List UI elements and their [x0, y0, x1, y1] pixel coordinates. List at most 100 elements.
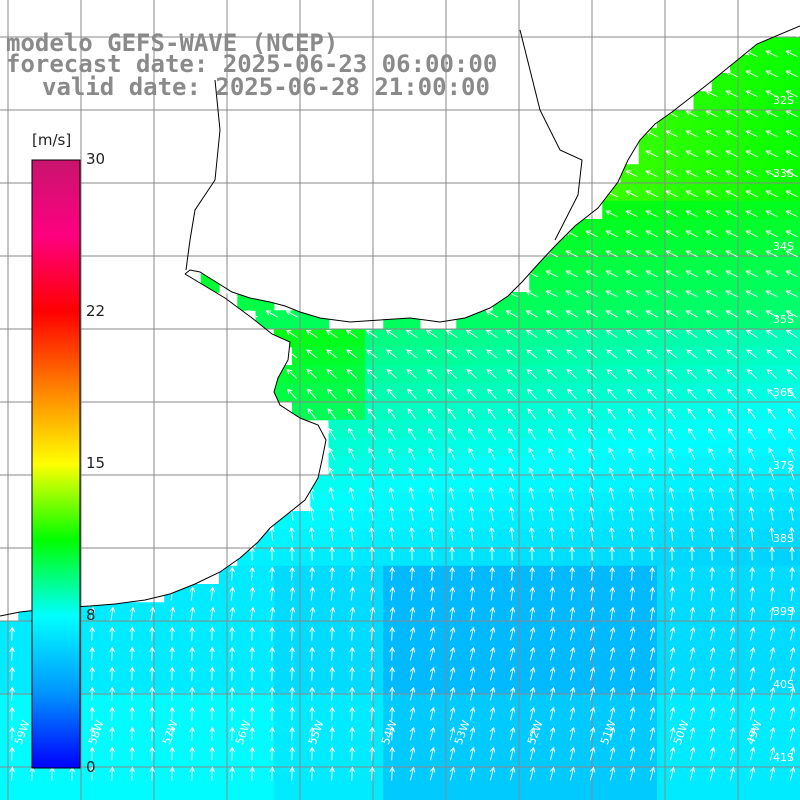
wind-arrow	[388, 506, 395, 521]
wind-arrow	[728, 486, 735, 501]
wind-arrow	[609, 626, 616, 641]
wind-speed-cell	[547, 438, 567, 457]
wind-speed-cell	[456, 711, 476, 731]
wind-speed-cell	[638, 273, 658, 293]
wind-arrow	[269, 626, 275, 641]
wind-arrow	[566, 368, 578, 379]
wind-speed-cell	[730, 73, 749, 92]
wind-arrow	[309, 606, 316, 621]
wind-speed-cell	[748, 127, 768, 147]
wind-speed-cell	[748, 219, 768, 238]
wind-arrow	[425, 329, 438, 338]
wind-speed-cell	[693, 657, 713, 676]
wind-speed-cell	[602, 365, 622, 384]
wind-speed-cell	[620, 328, 640, 348]
wind-arrow	[505, 310, 518, 318]
wind-speed-cell	[547, 255, 567, 275]
wind-arrow	[309, 726, 315, 741]
wind-speed-cell	[219, 620, 238, 640]
wind-arrow	[589, 666, 596, 681]
wind-arrow	[489, 586, 496, 601]
wind-arrow	[705, 150, 719, 158]
wind-arrow	[625, 290, 639, 298]
wind-speed-cell	[657, 292, 676, 311]
wind-speed-cell	[748, 547, 768, 567]
wind-speed-cell	[529, 675, 549, 695]
wind-arrow	[189, 626, 195, 641]
wind-speed-cell	[584, 565, 603, 585]
wind-arrow	[749, 586, 756, 601]
wind-arrow	[769, 706, 776, 721]
wind-arrow	[788, 447, 796, 461]
wind-arrow	[728, 427, 736, 440]
wind-arrow	[748, 427, 756, 440]
wind-arrow	[286, 388, 297, 400]
wind-arrow	[685, 130, 699, 138]
wind-speed-cell	[657, 219, 676, 238]
wind-arrow	[729, 746, 736, 761]
wind-arrow	[289, 626, 295, 641]
wind-speed-cell	[529, 711, 549, 731]
wind-arrow	[488, 526, 495, 541]
wind-speed-cell	[675, 109, 695, 129]
wind-arrow	[649, 766, 656, 781]
wind-speed-cell	[164, 693, 184, 713]
wind-speed-cell	[584, 292, 603, 311]
wind-arrow	[789, 766, 796, 781]
wind-arrow	[389, 626, 395, 641]
wind-arrow	[569, 686, 576, 701]
wind-speed-cell	[693, 711, 713, 731]
wind-speed-cell	[237, 620, 257, 640]
wind-arrow	[489, 666, 496, 681]
wind-arrow	[609, 766, 616, 781]
wind-speed-cell	[346, 748, 366, 768]
wind-speed-cell	[584, 602, 603, 622]
wind-speed-cell	[292, 584, 311, 603]
wind-speed-cell	[292, 766, 311, 786]
wind-arrow	[569, 626, 576, 641]
wind-arrow	[605, 270, 619, 278]
wind-arrow	[545, 310, 558, 318]
wind-arrow	[709, 766, 716, 781]
wind-speed-cell	[748, 438, 768, 457]
wind-speed-cell	[511, 565, 530, 585]
wind-arrow	[529, 626, 536, 641]
wind-arrow	[685, 210, 699, 218]
wind-arrow	[649, 586, 656, 601]
wind-arrow	[725, 190, 739, 198]
wind-arrow	[129, 606, 136, 621]
wind-speed-cell	[730, 255, 749, 275]
wind-arrow	[729, 766, 736, 781]
wind-speed-cell	[200, 657, 220, 676]
wind-speed-cell	[310, 693, 330, 713]
wind-speed-cell	[456, 638, 476, 658]
wind-speed-cell	[219, 711, 238, 731]
wind-arrow	[9, 626, 15, 641]
wind-speed-cell	[657, 310, 676, 330]
wind-arrow	[529, 566, 535, 581]
wind-speed-cell	[0, 675, 19, 695]
wind-speed-cell	[602, 200, 622, 220]
wind-speed-cell	[766, 657, 786, 676]
wind-arrow	[665, 270, 679, 278]
wind-arrow	[688, 447, 696, 461]
wind-speed-cell	[438, 438, 457, 457]
wind-speed-cell	[784, 620, 800, 640]
wind-speed-cell	[675, 693, 695, 713]
wind-speed-cell	[292, 784, 311, 800]
wind-speed-cell	[638, 511, 658, 530]
wind-speed-cell	[693, 730, 713, 749]
wind-arrow	[665, 150, 679, 158]
wind-speed-cell	[292, 346, 311, 366]
wind-arrow	[508, 467, 515, 481]
wind-arrow	[466, 349, 478, 359]
wind-arrow	[606, 349, 618, 359]
wind-arrow	[89, 626, 95, 641]
wind-speed-cell	[547, 529, 567, 549]
wind-speed-cell	[492, 401, 512, 421]
wind-speed-cell	[492, 620, 512, 640]
wind-arrow	[489, 726, 496, 741]
wind-arrow	[366, 368, 378, 379]
wind-speed-cell	[602, 273, 622, 293]
wind-speed-cell	[310, 529, 330, 549]
